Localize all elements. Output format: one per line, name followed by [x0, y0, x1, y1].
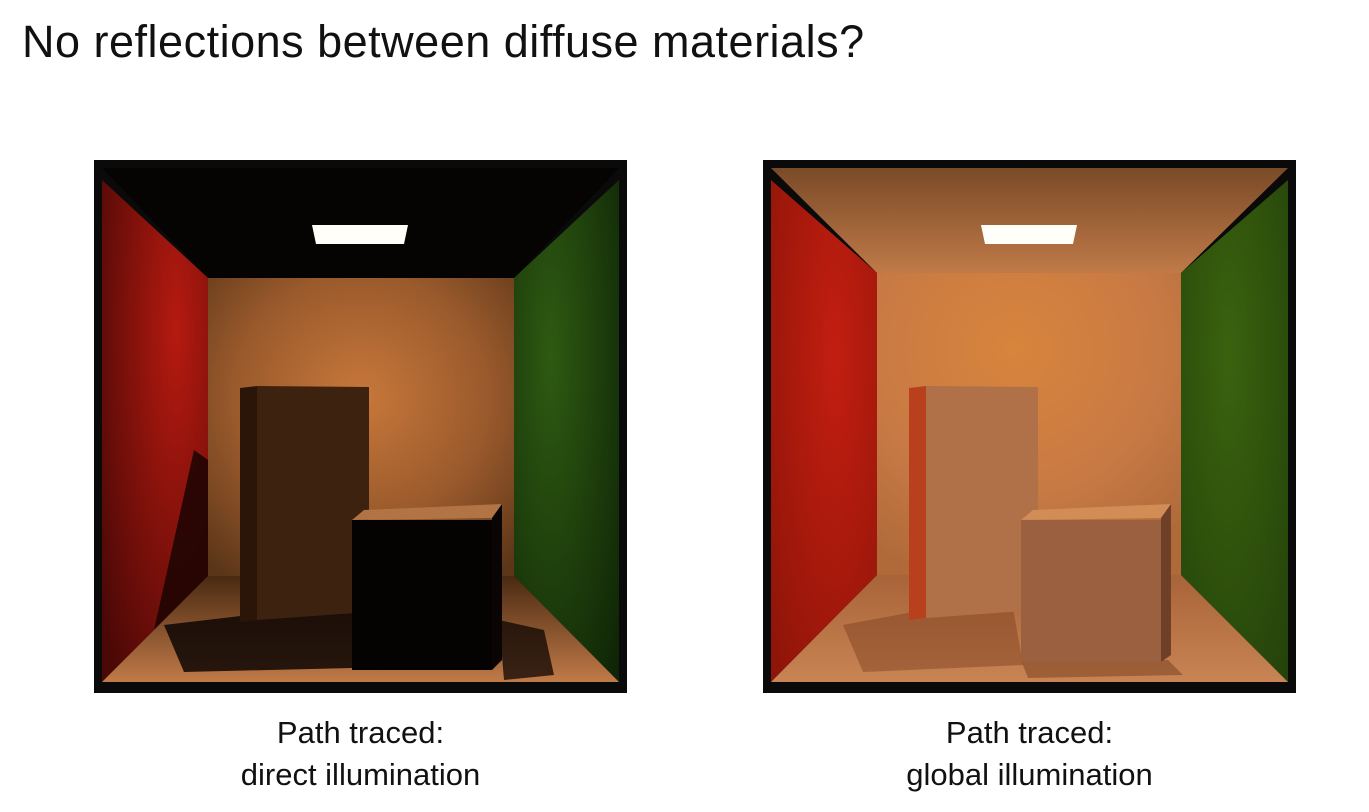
- caption-line: direct illumination: [240, 757, 481, 792]
- tall-box: [909, 386, 926, 620]
- green-wall: [514, 180, 619, 682]
- ceiling: [771, 168, 1288, 273]
- global-illumination-caption: Path traced: global illumination: [763, 712, 1296, 796]
- caption-line: Path traced:: [276, 715, 445, 750]
- short-box: [352, 504, 502, 520]
- ceiling-light: [312, 225, 408, 244]
- green-wall: [1181, 180, 1288, 682]
- red-wall: [771, 180, 877, 682]
- direct-illumination-render: [94, 160, 627, 693]
- global-illumination-render: [763, 160, 1296, 693]
- slide-title: No reflections between diffuse materials…: [22, 16, 865, 67]
- direct-illumination-caption: Path traced: direct illumination: [94, 712, 627, 796]
- caption-line: global illumination: [906, 757, 1153, 792]
- ceiling: [102, 168, 619, 278]
- caption-line: Path traced:: [945, 715, 1114, 750]
- tall-box: [240, 386, 257, 622]
- ceiling-light: [981, 225, 1077, 244]
- short-box: [1021, 504, 1171, 520]
